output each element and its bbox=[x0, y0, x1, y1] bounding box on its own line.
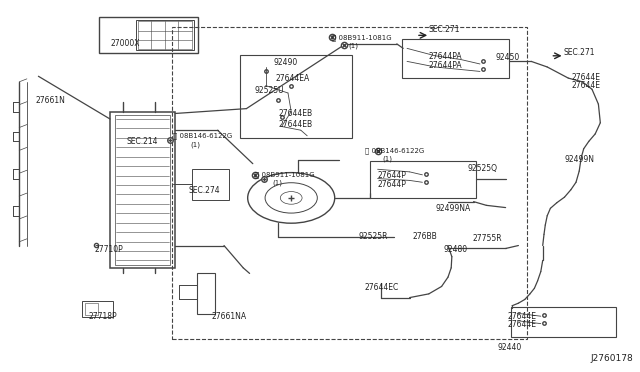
Text: 27710P: 27710P bbox=[95, 245, 124, 254]
Bar bbox=[85, 303, 98, 315]
Text: SEC.271: SEC.271 bbox=[429, 25, 460, 34]
Text: SEC.274: SEC.274 bbox=[188, 186, 220, 195]
Text: 92490: 92490 bbox=[274, 58, 298, 67]
Text: 27755R: 27755R bbox=[472, 234, 502, 243]
Text: 27661NA: 27661NA bbox=[211, 312, 246, 321]
Bar bbox=[402, 39, 509, 78]
Bar bbox=[82, 301, 113, 317]
Text: 27644EA: 27644EA bbox=[275, 74, 310, 83]
Text: 27644E: 27644E bbox=[572, 81, 600, 90]
Text: 27644E: 27644E bbox=[508, 312, 536, 321]
Text: 27661N: 27661N bbox=[35, 96, 65, 105]
Text: (1): (1) bbox=[349, 42, 359, 49]
Text: 27644EB: 27644EB bbox=[278, 109, 312, 118]
Text: (1): (1) bbox=[272, 180, 282, 186]
Text: 92450: 92450 bbox=[496, 53, 520, 62]
Text: Ⓝ 08B911-1081G: Ⓝ 08B911-1081G bbox=[255, 171, 314, 178]
Text: 27644EB: 27644EB bbox=[278, 120, 312, 129]
Text: 27718P: 27718P bbox=[88, 312, 117, 321]
Text: ⒱ 08B146-6122G: ⒱ 08B146-6122G bbox=[365, 147, 424, 154]
Text: 92525R: 92525R bbox=[358, 232, 388, 241]
Bar bbox=[99, 17, 198, 53]
Text: 27644E: 27644E bbox=[572, 73, 600, 81]
Text: Ⓝ 08B911-1081G: Ⓝ 08B911-1081G bbox=[332, 34, 391, 41]
Text: 27644EC: 27644EC bbox=[365, 283, 399, 292]
Text: 27644PA: 27644PA bbox=[429, 61, 463, 70]
Text: 92525U: 92525U bbox=[255, 86, 284, 95]
Bar bbox=[172, 27, 527, 339]
Text: J2760178: J2760178 bbox=[591, 354, 634, 363]
Text: ⒱ 08B146-6122G: ⒱ 08B146-6122G bbox=[173, 132, 232, 139]
Text: 27644PA: 27644PA bbox=[429, 52, 463, 61]
Text: 92525Q: 92525Q bbox=[467, 164, 497, 173]
Bar bbox=[136, 20, 194, 50]
Bar bbox=[197, 273, 215, 314]
Text: 276BB: 276BB bbox=[413, 232, 438, 241]
Text: 27644E: 27644E bbox=[508, 320, 536, 329]
Bar bbox=[192, 169, 229, 200]
Bar bbox=[370, 161, 476, 198]
Text: 92499N: 92499N bbox=[564, 155, 595, 164]
Bar bbox=[115, 115, 170, 265]
Text: SEC.271: SEC.271 bbox=[563, 48, 595, 57]
Text: SEC.214: SEC.214 bbox=[127, 137, 158, 146]
Text: 92499NA: 92499NA bbox=[435, 204, 470, 213]
Text: 92480: 92480 bbox=[444, 245, 468, 254]
Text: 27000X: 27000X bbox=[110, 39, 140, 48]
Text: (1): (1) bbox=[382, 156, 392, 163]
Bar bbox=[110, 112, 175, 268]
Bar bbox=[240, 55, 352, 138]
Bar bbox=[511, 307, 616, 337]
Text: 27644P: 27644P bbox=[378, 180, 406, 189]
Text: 27644P: 27644P bbox=[378, 171, 406, 180]
Text: 92440: 92440 bbox=[498, 343, 522, 352]
Text: (1): (1) bbox=[190, 141, 200, 148]
